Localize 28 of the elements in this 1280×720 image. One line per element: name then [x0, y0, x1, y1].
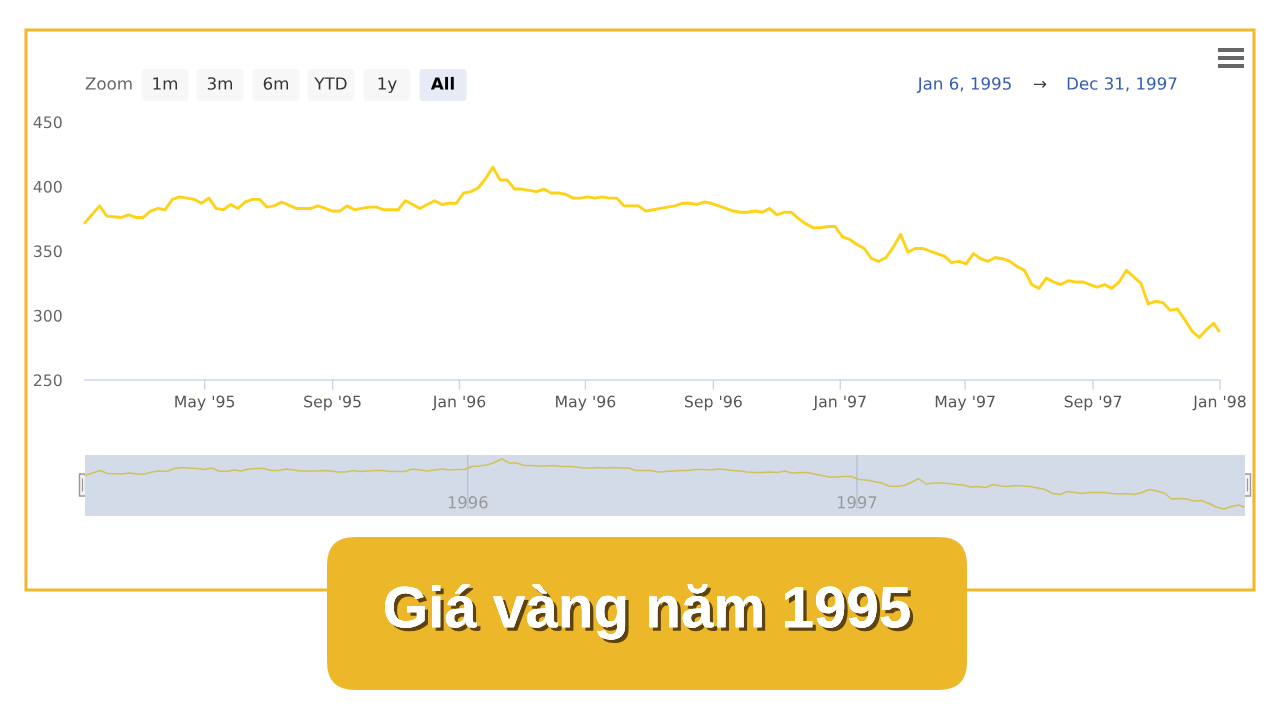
- x-tick-label: 1997: [837, 496, 877, 509]
- x-tick-label: May '97: [935, 395, 995, 411]
- text: Giá vàng năm 1995: [385, 584, 914, 644]
- text: →: [1033, 80, 1047, 88]
- text: Dec 31, 1997: [1067, 77, 1177, 92]
- x-tick-label: Sep '95: [304, 395, 361, 411]
- text: 6m: [263, 77, 288, 90]
- x-tick-label: May '95: [175, 395, 235, 411]
- text: Zoom: [85, 77, 132, 90]
- x-tick-label: Sep '97: [1064, 395, 1122, 411]
- y-tick-label: 250: [33, 374, 62, 387]
- x-tick-label: Jan '97: [812, 395, 866, 411]
- text: 1m: [153, 77, 177, 90]
- text: 3m: [207, 77, 232, 90]
- y-tick-label: 400: [33, 180, 62, 193]
- x-tick-label: Jan '96: [431, 395, 486, 411]
- text: Jan 6, 1995: [916, 77, 1011, 93]
- line-series: [83, 165, 1221, 339]
- y-tick-label: 350: [34, 245, 62, 258]
- y-tick-label: 300: [34, 309, 62, 322]
- x-tick-label: 1996: [448, 496, 488, 509]
- y-tick-label: 450: [33, 116, 62, 129]
- text: All: [430, 76, 454, 90]
- x-tick-label: May '96: [556, 395, 616, 411]
- x-tick-label: Sep '96: [684, 395, 742, 411]
- text: 1y: [378, 77, 397, 94]
- x-tick-label: Jan '98: [1192, 395, 1246, 411]
- text: YTD: [314, 77, 347, 90]
